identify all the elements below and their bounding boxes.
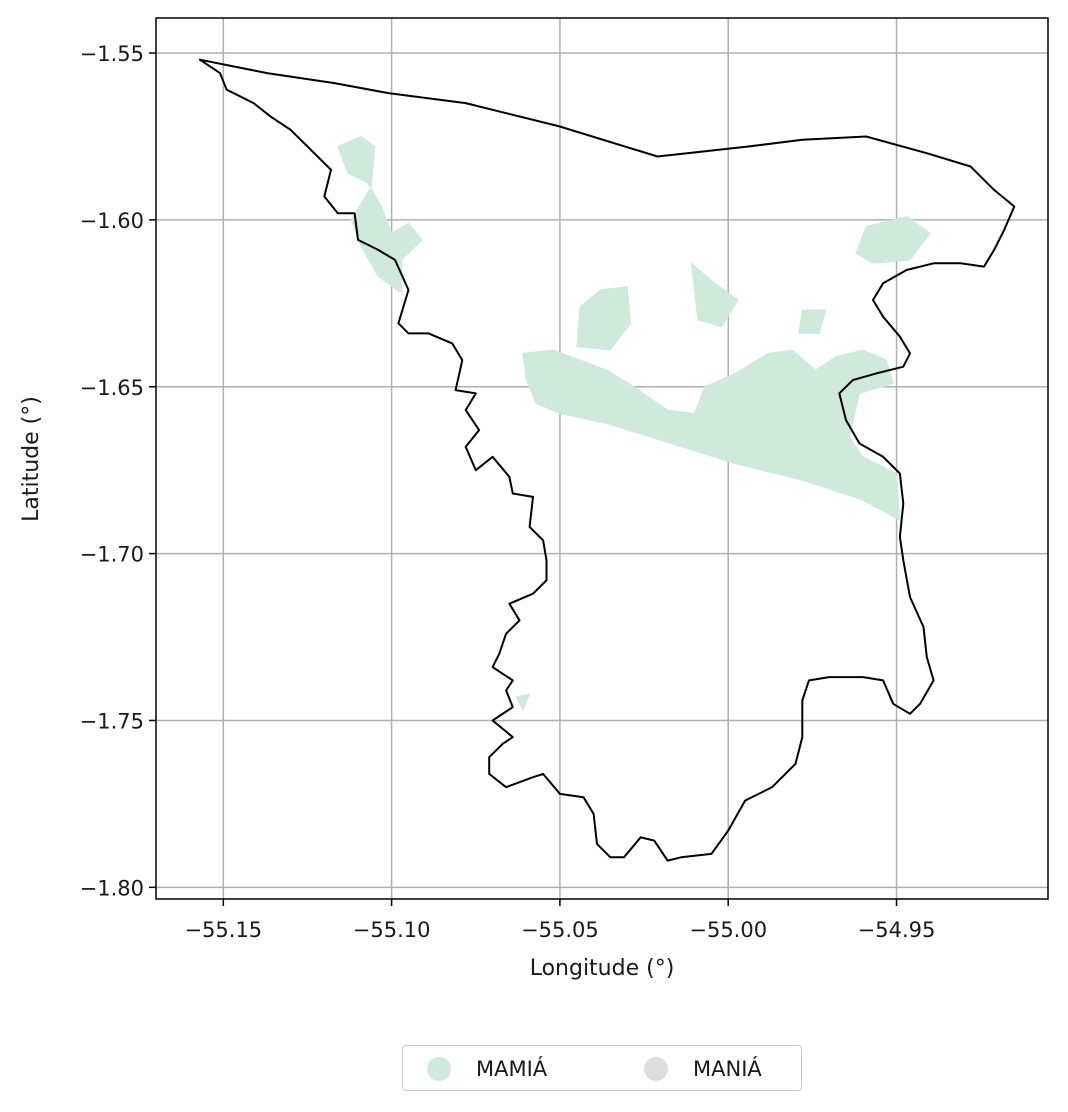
y-tick-label: −1.75 <box>80 709 144 733</box>
region-mamia-area <box>855 216 931 264</box>
region-mamia-area <box>337 136 423 294</box>
region-layer <box>337 136 931 711</box>
y-tick-label: −1.70 <box>80 543 144 567</box>
x-axis: −55.15 −55.10 −55.05 −55.00 −54.95 <box>184 899 935 942</box>
y-tick-label: −1.65 <box>80 376 144 400</box>
legend-marker-mania <box>644 1057 668 1081</box>
legend-marker-mamia <box>427 1057 451 1081</box>
y-tick-label: −1.55 <box>80 42 144 66</box>
x-tick-label: −55.10 <box>353 918 431 942</box>
x-tick-label: −54.95 <box>858 918 936 942</box>
y-tick-label: −1.80 <box>80 876 144 900</box>
x-tick-label: −55.05 <box>521 918 599 942</box>
y-axis: −1.55 −1.60 −1.65 −1.70 −1.75 −1.80 <box>80 42 156 900</box>
plot-frame <box>155 17 1049 900</box>
x-axis-label: Longitude (°) <box>530 956 675 981</box>
legend-item-mamia: MAMIÁ <box>427 1046 547 1092</box>
grid-lines <box>156 18 1048 899</box>
x-tick-label: −55.15 <box>184 918 262 942</box>
legend-item-mania: MANIÁ <box>644 1046 762 1092</box>
legend-label-mamia: MAMIÁ <box>476 1057 548 1081</box>
legend-label-mania: MANIÁ <box>693 1057 762 1081</box>
y-tick-label: −1.60 <box>80 209 144 233</box>
region-mamia-area <box>798 309 827 334</box>
y-axis-label: Latitude (°) <box>19 396 44 522</box>
region-mamia-area <box>522 349 901 521</box>
municipality-boundary <box>198 58 1016 862</box>
region-mamia-area <box>515 693 531 711</box>
region-mamia-area <box>690 262 739 328</box>
region-mamia-area <box>576 286 632 351</box>
legend: MAMIÁ MANIÁ <box>402 1045 802 1091</box>
map-figure: −55.15 −55.10 −55.05 −55.00 −54.95 −1.55 −1.6… <box>19 17 1049 981</box>
boundary-layer <box>198 58 1016 862</box>
x-tick-label: −55.00 <box>689 918 767 942</box>
